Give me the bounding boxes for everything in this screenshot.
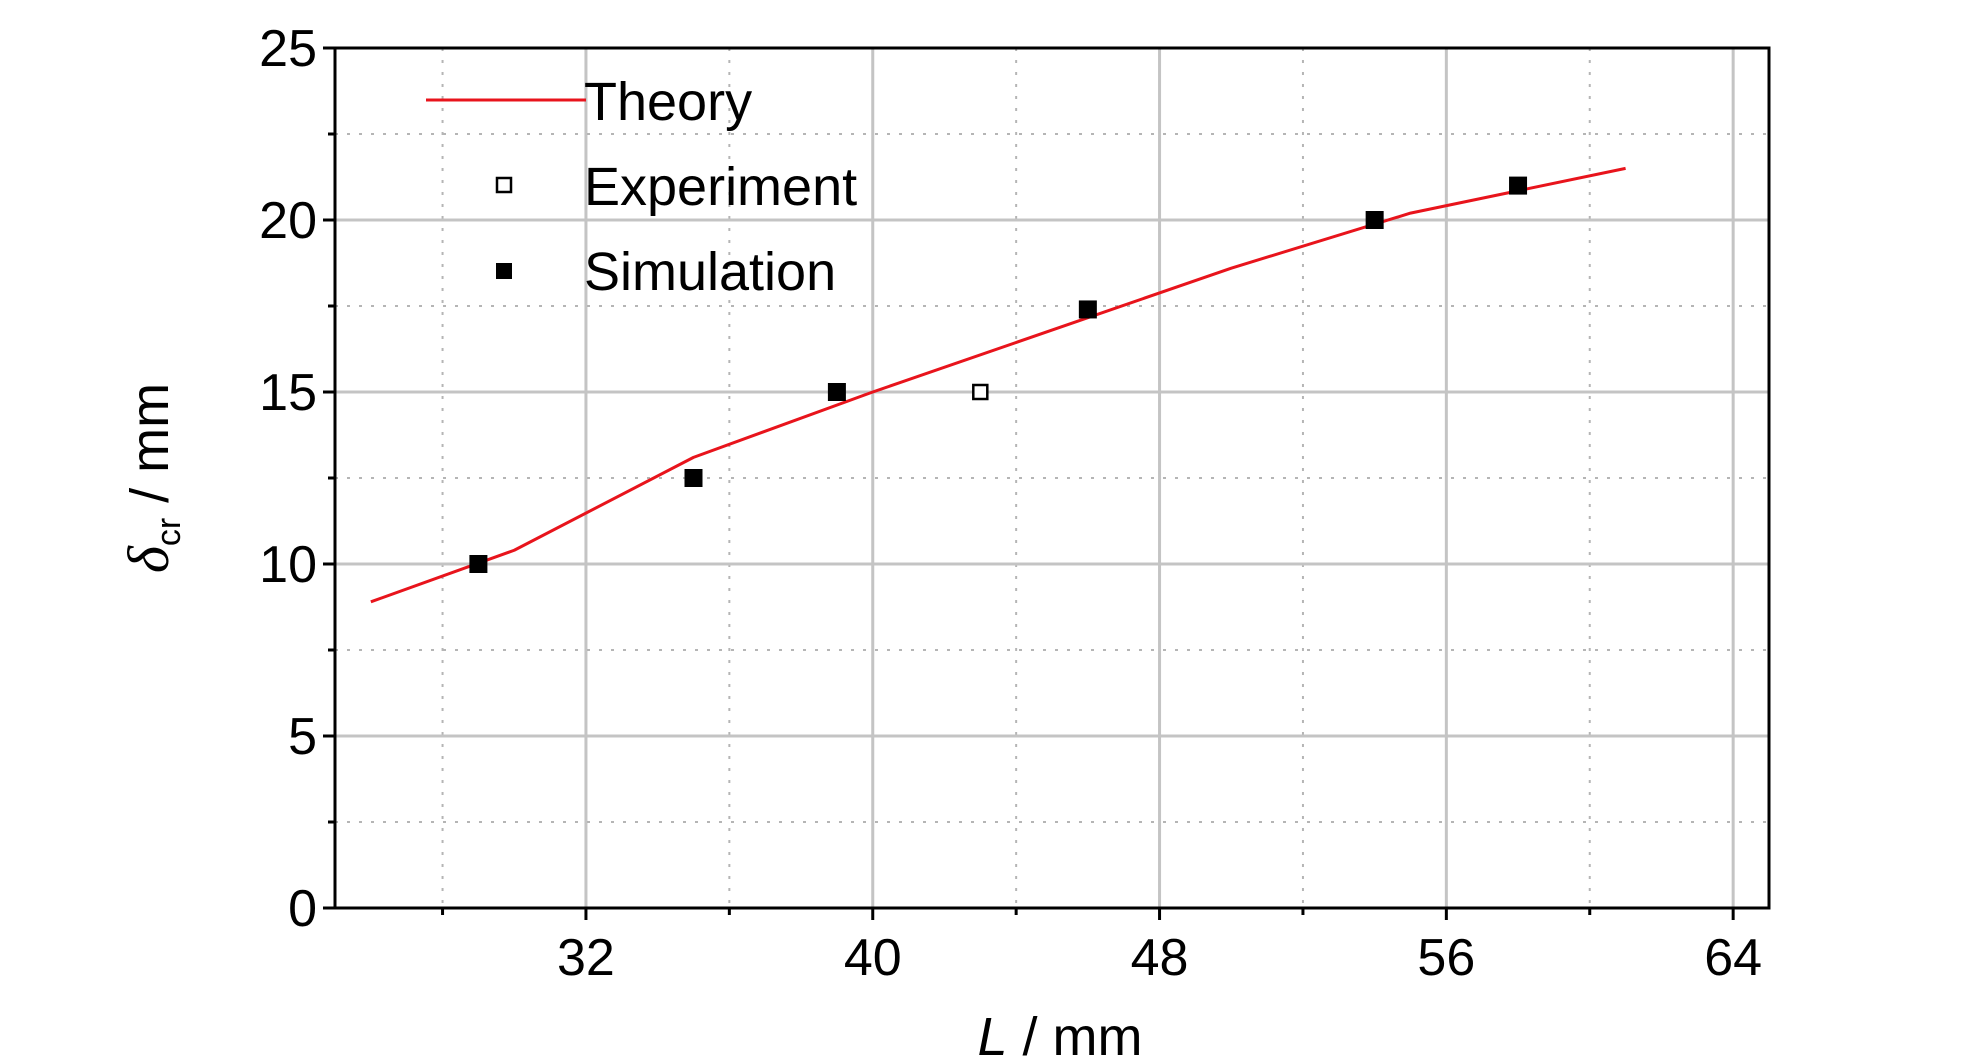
simulation-point xyxy=(1365,211,1384,229)
x-tick-label: 48 xyxy=(1131,929,1189,987)
y-tick-label: 25 xyxy=(259,20,317,78)
y-tick-label: 15 xyxy=(259,364,317,422)
theory-line xyxy=(370,166,1626,604)
simulation-point xyxy=(469,555,488,573)
legend-item-simulation: Simulation xyxy=(496,242,836,302)
y-axis-title: δcr / mm xyxy=(116,383,188,573)
y-tick-label: 10 xyxy=(259,536,317,594)
simulation-point xyxy=(1509,176,1528,195)
y-tick-label: 20 xyxy=(259,192,317,250)
x-tick-label: 32 xyxy=(557,929,615,987)
legend-open-square-icon xyxy=(495,176,513,194)
simulation-point xyxy=(1078,300,1097,319)
simulation-point xyxy=(827,383,846,401)
axes: 32 40 48 56 64 0 5 10 15 20 25 xyxy=(259,20,1762,987)
legend-filled-square-icon xyxy=(496,263,512,279)
y-tick-label: 5 xyxy=(288,708,317,766)
legend-label-simulation: Simulation xyxy=(584,242,836,302)
plot-series xyxy=(370,166,1626,604)
grid xyxy=(335,48,1769,908)
x-tick-label: 64 xyxy=(1704,929,1762,987)
x-axis-title: L / mm xyxy=(977,1007,1142,1062)
plot-frame xyxy=(333,46,1771,910)
x-tick-label: 40 xyxy=(844,929,902,987)
legend-item-experiment: Experiment xyxy=(495,157,857,217)
legend-item-theory: Theory xyxy=(426,72,752,132)
experiment-point xyxy=(972,383,989,401)
simulation-point xyxy=(684,469,703,487)
x-tick-label: 56 xyxy=(1417,929,1475,987)
legend: Theory Experiment Simulation xyxy=(426,72,857,302)
y-tick-label: 0 xyxy=(288,880,317,938)
legend-label-experiment: Experiment xyxy=(584,157,857,217)
legend-label-theory: Theory xyxy=(584,72,752,132)
